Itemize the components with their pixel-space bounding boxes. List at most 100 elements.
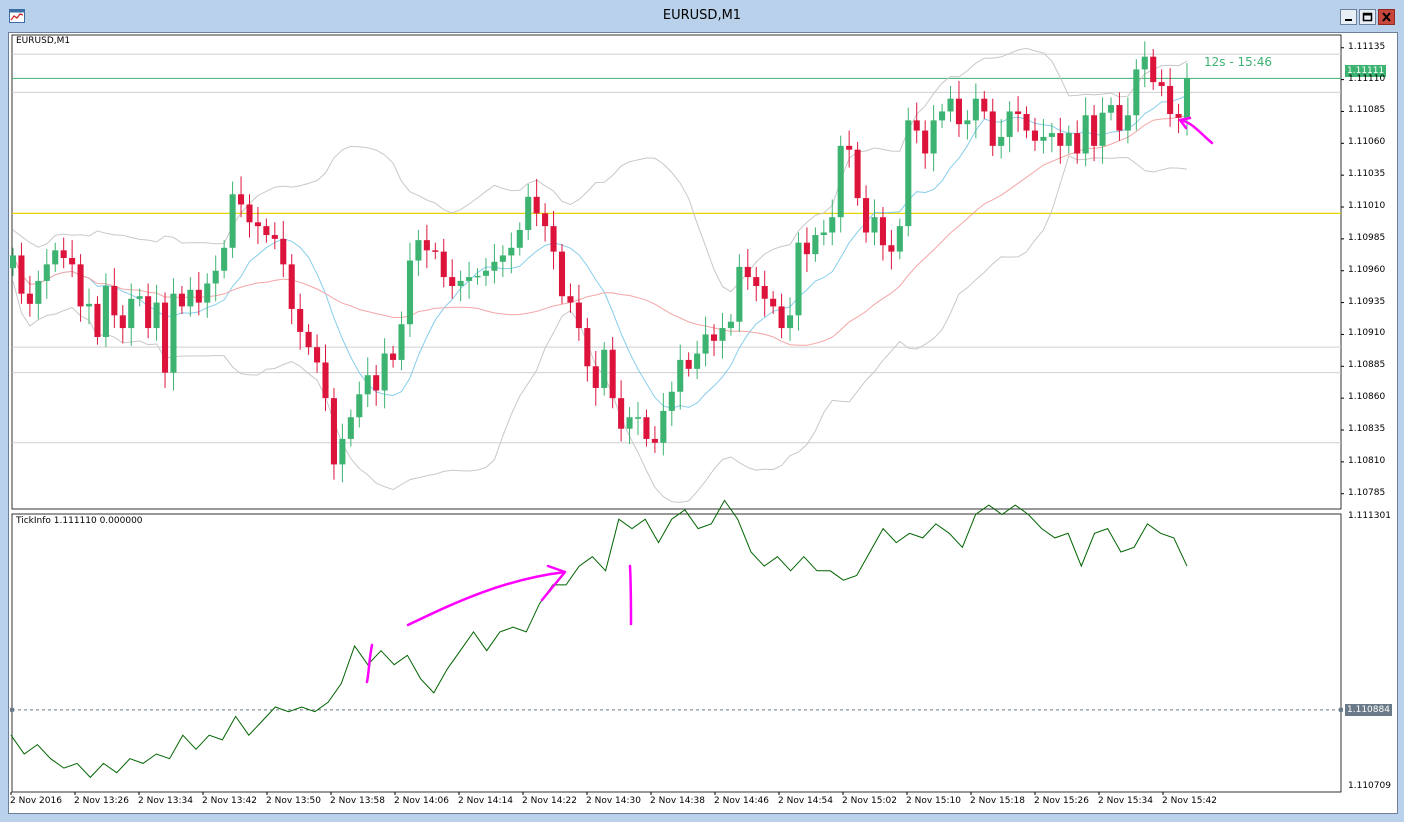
candle	[499, 245, 506, 278]
time-label: 2 Nov 14:38	[650, 796, 705, 806]
candle-body	[271, 235, 278, 239]
candle-body	[1099, 112, 1106, 146]
candle-body	[35, 280, 42, 304]
candle	[398, 311, 405, 371]
candle-body	[314, 347, 321, 363]
candle-body	[161, 302, 169, 373]
tick-level-marker-right	[1339, 707, 1343, 712]
candle	[685, 352, 692, 377]
candle-body	[820, 232, 827, 236]
bollinger-upper	[12, 47, 1188, 293]
candle-body	[69, 257, 76, 265]
candle-body	[229, 194, 236, 248]
candle	[770, 291, 777, 315]
candle	[1074, 120, 1081, 164]
time-label: 2 Nov 15:18	[970, 796, 1025, 806]
candle	[753, 266, 760, 302]
candle	[1040, 119, 1047, 154]
main-price-label: 1.10785	[1348, 487, 1386, 498]
candle	[229, 181, 236, 258]
candle	[1065, 125, 1072, 154]
candle-body	[153, 302, 160, 329]
candle-body	[542, 213, 549, 227]
candle-body	[170, 293, 177, 373]
candle-body	[913, 120, 920, 131]
minimize-button[interactable]	[1340, 9, 1357, 25]
candle-body	[761, 286, 768, 299]
candle-body	[128, 298, 135, 329]
main-price-label: 1.11035	[1348, 169, 1386, 180]
candle-timer: 12s - 15:46	[1204, 55, 1273, 69]
candle	[314, 334, 321, 373]
candle-body	[246, 204, 253, 223]
candle	[567, 283, 574, 313]
candle-body	[373, 375, 380, 391]
candle	[111, 268, 118, 329]
candle-body	[398, 324, 405, 360]
candle-body	[558, 251, 566, 297]
candle	[170, 278, 177, 391]
candle	[972, 83, 979, 139]
candle-body	[651, 438, 658, 443]
main-price-label: 1.11060	[1348, 137, 1386, 148]
candle	[238, 176, 245, 218]
candle	[330, 387, 337, 480]
candle	[1091, 105, 1098, 162]
candle	[406, 242, 414, 337]
candle	[187, 277, 194, 317]
candle	[643, 409, 650, 447]
candle-body	[381, 353, 388, 391]
restore-icon	[1362, 12, 1373, 22]
candle-body	[52, 250, 59, 265]
close-icon	[1382, 12, 1391, 22]
candle	[863, 185, 870, 243]
candle	[668, 381, 675, 427]
candle	[60, 237, 67, 269]
candle	[812, 227, 819, 262]
candle	[778, 293, 785, 339]
candle-body	[685, 359, 692, 369]
sub-price-label-bottom: 1.110709	[1348, 781, 1391, 791]
restore-button[interactable]	[1359, 9, 1376, 25]
candle-body	[778, 306, 785, 329]
close-button[interactable]	[1378, 9, 1395, 25]
candle	[913, 102, 920, 144]
candle-body	[43, 264, 50, 281]
candle-body	[643, 417, 650, 439]
candle	[373, 365, 380, 406]
tick-series	[10, 499, 1188, 779]
candle-body	[330, 398, 337, 465]
candle	[1107, 97, 1115, 121]
candle-body	[1167, 85, 1174, 114]
candle-body	[1015, 111, 1022, 114]
candle-body	[812, 235, 819, 255]
time-label: 2 Nov 13:58	[330, 796, 385, 806]
candle	[634, 401, 642, 436]
candle-body	[491, 261, 498, 271]
candle	[947, 85, 954, 122]
candle-body	[516, 229, 523, 248]
candle	[381, 338, 388, 409]
candle	[998, 119, 1005, 159]
candle-body	[567, 296, 574, 303]
candle-body	[390, 353, 397, 360]
candle-body	[18, 255, 25, 294]
main-price-label: 1.11010	[1348, 201, 1386, 212]
candle-body	[482, 270, 490, 276]
candle	[1048, 122, 1055, 153]
candle	[846, 130, 853, 168]
candle-body	[102, 286, 109, 337]
candle-body	[221, 247, 228, 271]
candle-body	[94, 303, 101, 337]
candle-body	[1074, 133, 1081, 154]
main-pane-label: EURUSD,M1	[16, 36, 71, 46]
candle-body	[786, 315, 794, 329]
candle	[575, 284, 582, 341]
candle	[989, 98, 996, 157]
candle	[795, 232, 802, 331]
candle-body	[347, 417, 354, 439]
candle	[43, 249, 50, 299]
candle-body	[423, 240, 430, 251]
time-label: 2 Nov 14:14	[458, 796, 513, 806]
